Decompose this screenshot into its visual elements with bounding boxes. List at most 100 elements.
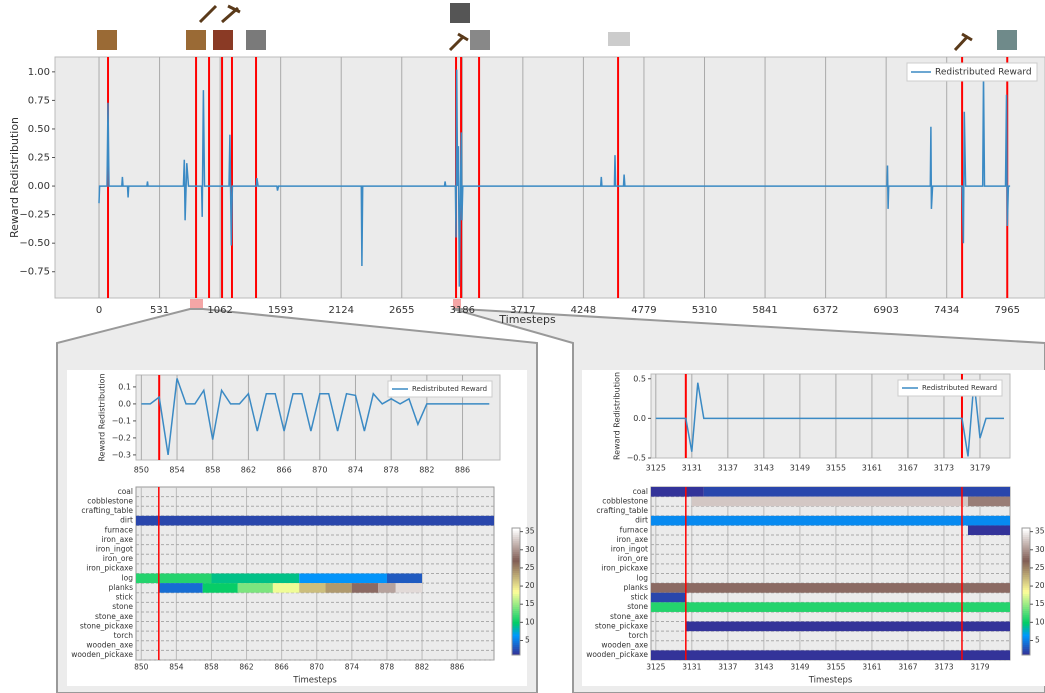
colorbar-tick-label: 35 bbox=[1035, 527, 1045, 536]
y-tick-label: cobblestone bbox=[87, 496, 133, 505]
y-tick-label: planks bbox=[109, 583, 134, 592]
x-tick-label: 3125 bbox=[646, 464, 666, 473]
x-tick-label: 6372 bbox=[813, 305, 838, 316]
x-tick-label: 858 bbox=[204, 663, 219, 672]
y-tick-label: cobblestone bbox=[602, 496, 648, 505]
x-tick-label: 866 bbox=[274, 663, 289, 672]
inventory-cell bbox=[203, 583, 238, 593]
x-axis-label: Timesteps bbox=[498, 313, 556, 326]
y-tick-label: stone bbox=[112, 602, 133, 611]
inventory-cell bbox=[326, 583, 352, 593]
inventory-cell bbox=[651, 516, 1010, 526]
y-tick-label: iron_ingot bbox=[611, 544, 648, 553]
inventory-cell bbox=[968, 525, 1010, 535]
inventory-cell bbox=[299, 583, 325, 593]
x-tick-label: 3143 bbox=[754, 464, 774, 473]
x-tick-label: 878 bbox=[384, 466, 399, 475]
x-tick-label: 854 bbox=[169, 663, 184, 672]
x-tick-label: 850 bbox=[134, 663, 149, 672]
colorbar-tick-label: 10 bbox=[1035, 617, 1045, 626]
icon-stone bbox=[470, 30, 490, 50]
y-tick-label: −0.25 bbox=[19, 210, 50, 221]
inventory-cell bbox=[378, 583, 396, 593]
y-tick-label: crafting_table bbox=[81, 506, 133, 515]
x-tick-label: 866 bbox=[276, 466, 291, 475]
inventory-cell bbox=[299, 574, 387, 584]
y-tick-label: iron_pickaxe bbox=[601, 564, 648, 573]
x-tick-label: 874 bbox=[348, 466, 363, 475]
x-tick-label: 0 bbox=[96, 305, 102, 316]
y-tick-label: wooden_axe bbox=[601, 641, 648, 650]
x-tick-label: 3125 bbox=[646, 663, 665, 672]
x-tick-label: 2655 bbox=[389, 305, 414, 316]
x-tick-label: 3155 bbox=[826, 663, 845, 672]
inventory-cell bbox=[136, 574, 211, 584]
y-axis-label: Reward Redistribution bbox=[613, 372, 622, 460]
zoom-highlight bbox=[190, 299, 203, 309]
colorbar-tick-label: 30 bbox=[525, 545, 535, 554]
x-tick-label: 5841 bbox=[752, 305, 777, 316]
x-tick-label: 3155 bbox=[826, 464, 846, 473]
colorbar-tick-label: 25 bbox=[525, 563, 535, 572]
inventory-cell bbox=[651, 650, 1010, 660]
colorbar-tick-label: 35 bbox=[525, 527, 535, 536]
y-tick-label: torch bbox=[114, 631, 134, 640]
x-tick-label: 3131 bbox=[682, 464, 702, 473]
inventory-cell bbox=[211, 574, 299, 584]
y-tick-label: coal bbox=[118, 487, 133, 496]
x-tick-label: 882 bbox=[419, 466, 434, 475]
x-tick-label: 850 bbox=[134, 466, 149, 475]
x-tick-label: 882 bbox=[415, 663, 430, 672]
colorbar-tick-label: 20 bbox=[1035, 581, 1045, 590]
y-tick-label: 0.25 bbox=[28, 153, 50, 164]
y-tick-label: iron_ore bbox=[618, 554, 649, 563]
y-tick-label: stone_axe bbox=[95, 612, 133, 621]
icon-crafting-table bbox=[213, 30, 233, 50]
y-tick-label: iron_ore bbox=[103, 554, 134, 563]
x-tick-label: 862 bbox=[241, 466, 256, 475]
y-tick-label: stick bbox=[631, 593, 649, 602]
x-tick-label: 854 bbox=[169, 466, 184, 475]
inventory-cell bbox=[692, 497, 968, 507]
y-tick-label: 0.00 bbox=[28, 181, 50, 192]
x-tick-label: 3149 bbox=[790, 464, 810, 473]
icon-furnace bbox=[450, 3, 470, 23]
y-tick-label: furnace bbox=[105, 525, 134, 534]
y-tick-label: −0.3 bbox=[112, 450, 131, 459]
y-tick-label: wooden_axe bbox=[86, 641, 133, 650]
y-tick-label: iron_axe bbox=[616, 535, 648, 544]
x-tick-label: 3137 bbox=[718, 663, 737, 672]
x-tick-label: 3137 bbox=[718, 464, 738, 473]
y-tick-label: stone_pickaxe bbox=[595, 621, 649, 630]
y-tick-label: log bbox=[122, 573, 134, 582]
x-tick-label: 6903 bbox=[873, 305, 898, 316]
colorbar-tick-label: 20 bbox=[525, 581, 535, 590]
x-tick-label: 862 bbox=[239, 663, 254, 672]
icon-log bbox=[186, 30, 206, 50]
x-tick-label: 886 bbox=[455, 466, 470, 475]
x-tick-label: 4248 bbox=[571, 305, 596, 316]
x-tick-label: 3161 bbox=[862, 663, 881, 672]
colorbar-tick-label: 10 bbox=[525, 617, 535, 626]
x-tick-label: 886 bbox=[450, 663, 465, 672]
y-tick-label: stone bbox=[627, 602, 648, 611]
x-tick-label: 4779 bbox=[631, 305, 656, 316]
inventory-cell bbox=[273, 583, 299, 593]
y-tick-label: log bbox=[637, 573, 649, 582]
y-tick-label: iron_pickaxe bbox=[86, 564, 133, 573]
y-tick-label: −0.75 bbox=[19, 267, 50, 278]
x-tick-label: 3179 bbox=[970, 663, 989, 672]
legend-label: Redistributed Reward bbox=[935, 68, 1032, 78]
y-tick-label: 0.5 bbox=[633, 374, 646, 383]
x-tick-label: 1593 bbox=[268, 305, 293, 316]
x-tick-label: 878 bbox=[380, 663, 395, 672]
legend-label: Redistributed Reward bbox=[922, 384, 997, 392]
inventory-cell bbox=[651, 593, 686, 603]
x-axis-label: Timesteps bbox=[292, 676, 337, 686]
icon-log bbox=[97, 30, 117, 50]
y-tick-label: 0.1 bbox=[118, 382, 131, 391]
colorbar-tick-label: 5 bbox=[525, 635, 530, 644]
y-tick-label: 0.75 bbox=[28, 95, 50, 106]
x-tick-label: 3173 bbox=[934, 663, 953, 672]
inventory-cell bbox=[159, 583, 203, 593]
